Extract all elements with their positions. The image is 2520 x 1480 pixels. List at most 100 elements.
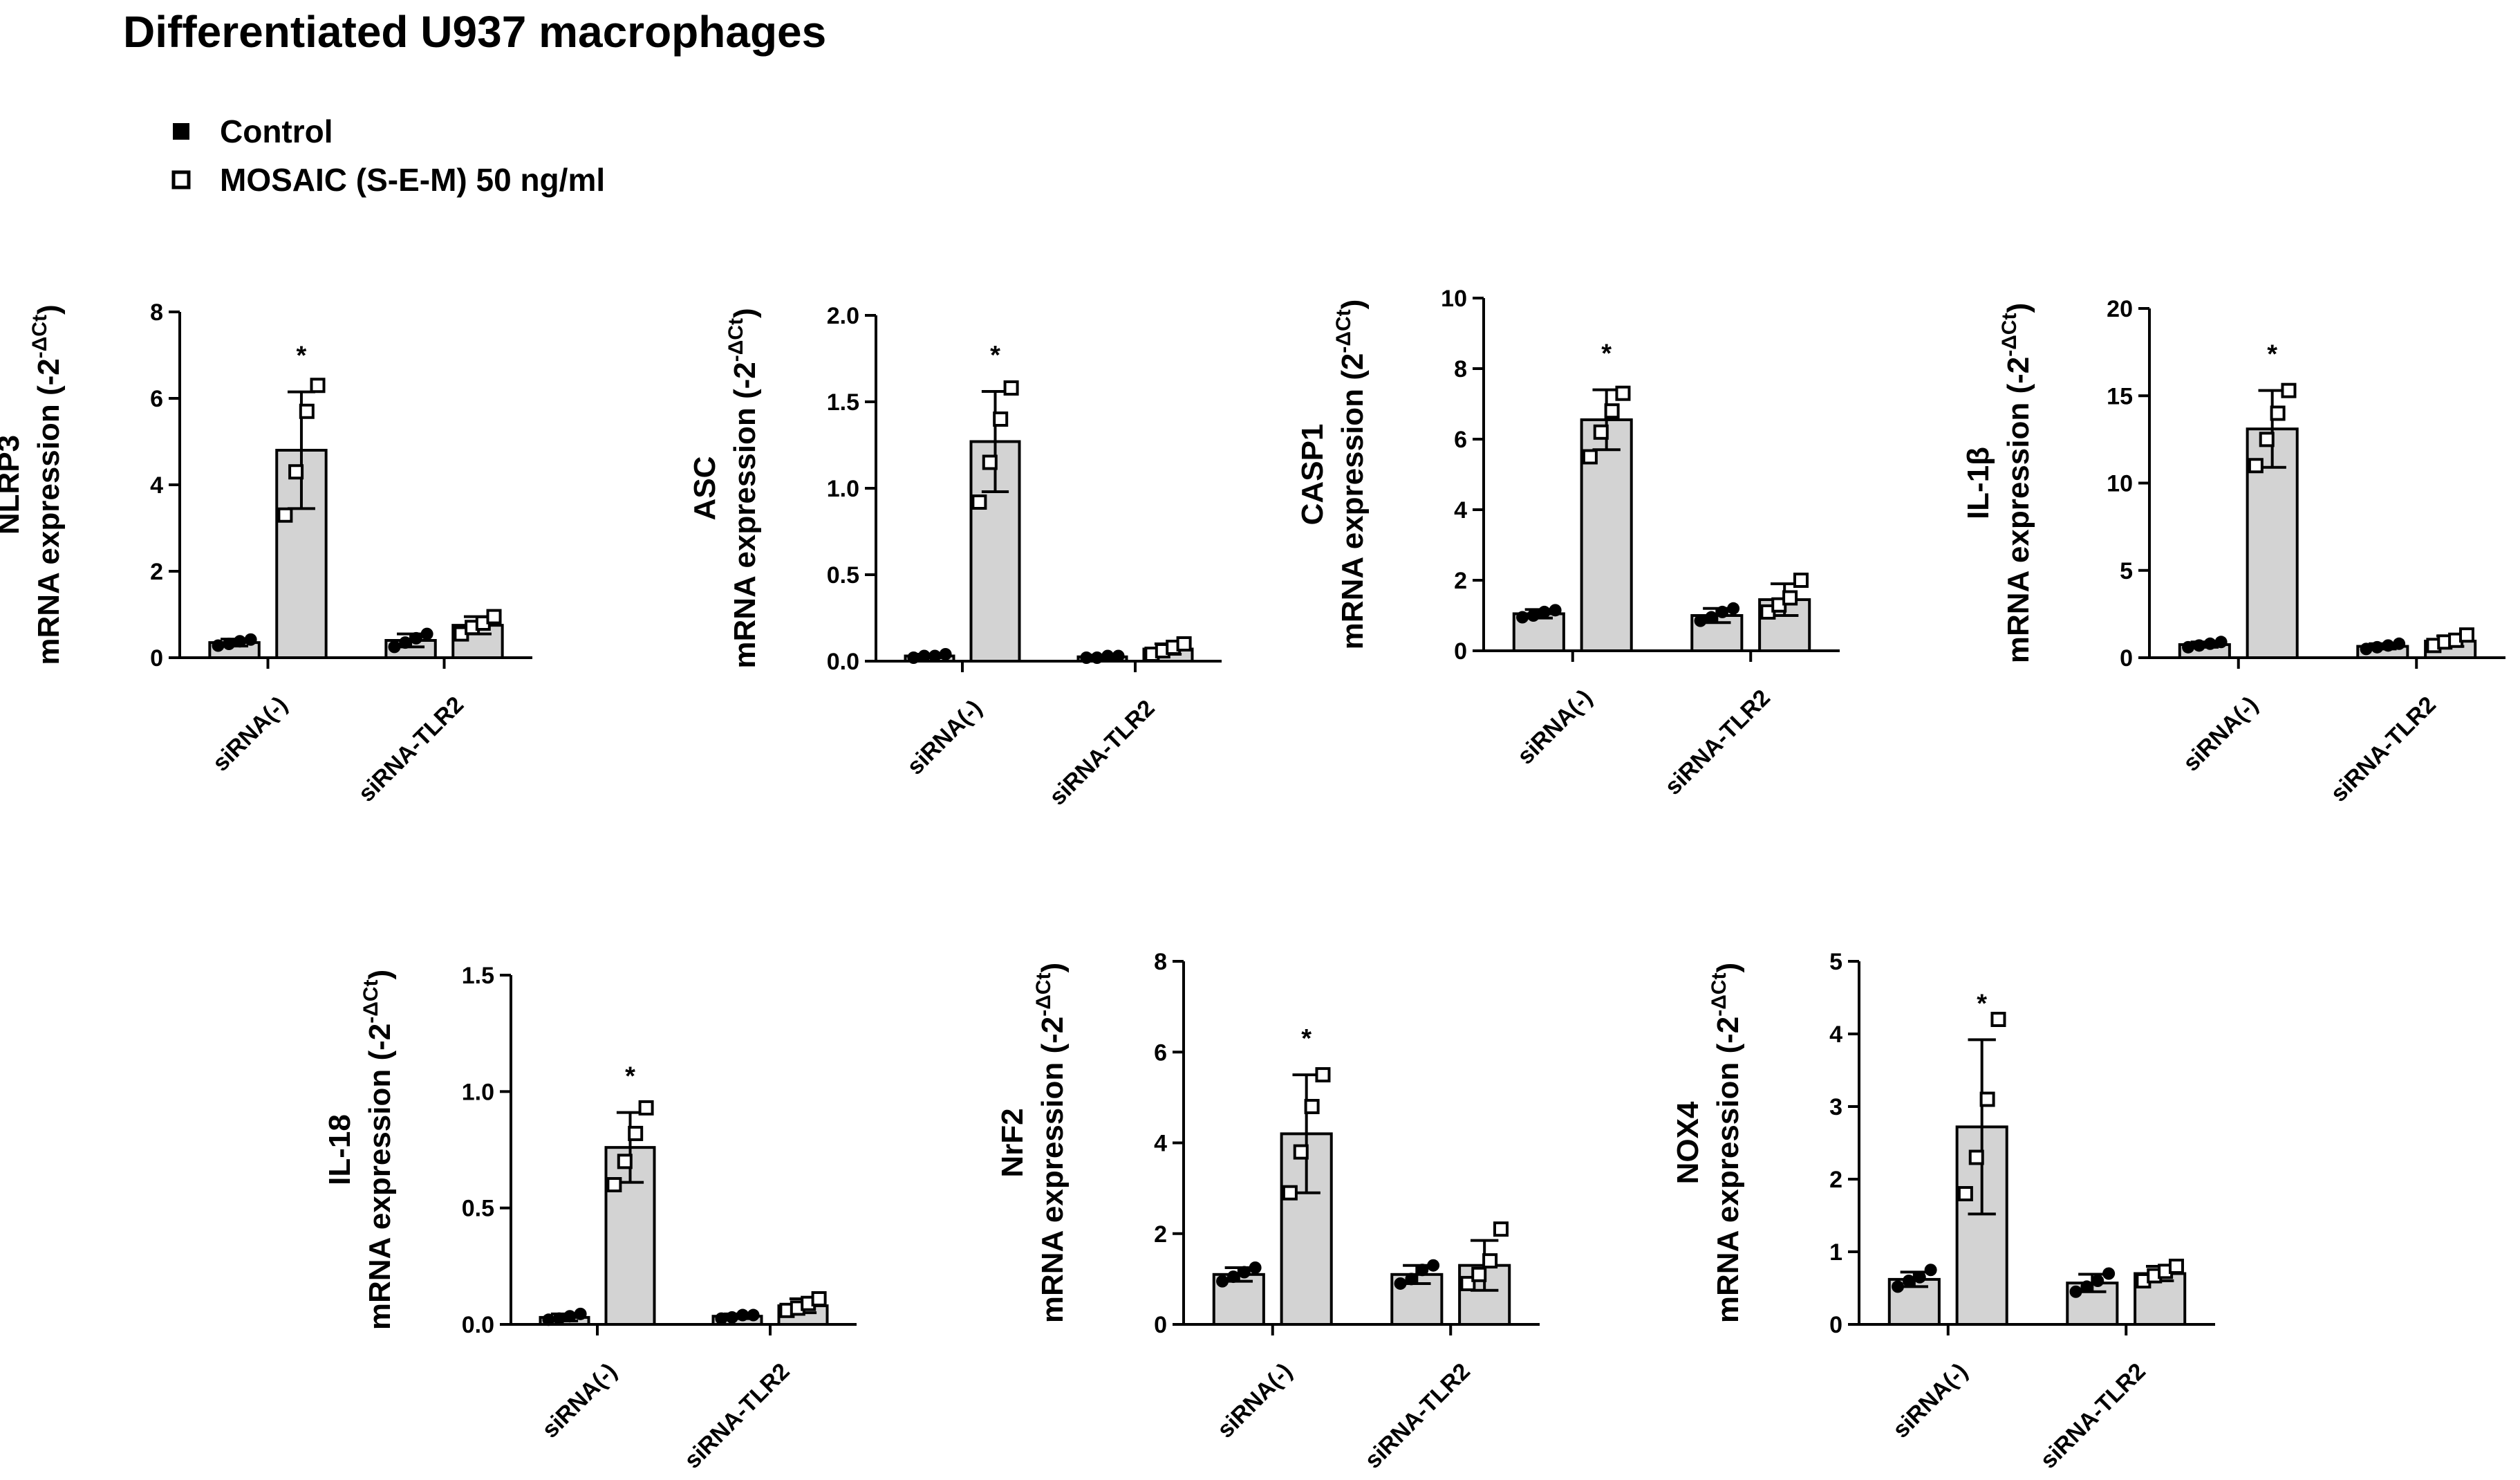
data-point-control	[212, 639, 225, 652]
y-tick-label: 5	[1829, 949, 1842, 975]
data-point-mosaic	[638, 1100, 654, 1116]
data-point-control	[1705, 611, 1718, 624]
data-point-control	[233, 635, 246, 648]
chart-panel-nrf2: 0 2 4 6 8 NrF2 mRNA expression (-2-ΔCt) siRNA(-…	[996, 949, 1540, 1474]
data-point-mosaic	[1793, 573, 1809, 588]
y-tick-label: 1.5	[827, 389, 859, 416]
data-point-control	[917, 649, 931, 663]
data-point-control	[1405, 1273, 1418, 1286]
data-point-control	[747, 1308, 760, 1322]
x-tick-label: siRNA-TLR2	[680, 1358, 795, 1474]
data-point-control	[907, 651, 920, 664]
significance-marker: *	[1977, 989, 1987, 1018]
legend: Control MOSAIC (S-E-M) 50 ng/ml	[171, 113, 605, 198]
data-point-mosaic	[299, 403, 315, 419]
data-point-control	[1549, 604, 1562, 617]
data-point-control	[420, 627, 433, 640]
x-tick-label: siRNA-TLR2	[1360, 1358, 1475, 1474]
data-point-mosaic	[1293, 1144, 1309, 1160]
data-point-control	[1101, 649, 1114, 663]
data-point-control	[1216, 1275, 1229, 1288]
y-axis-gene-label: CASP1	[1296, 424, 1329, 526]
data-point-mosaic	[606, 1177, 622, 1192]
data-point-mosaic	[1282, 1185, 1298, 1201]
legend-marker-mosaic	[171, 170, 191, 189]
y-axis-label: mRNA expression (-2-ΔCt)	[1708, 963, 1745, 1323]
data-point-control	[2069, 1285, 2082, 1298]
x-tick-label: siRNA(-)	[207, 692, 292, 777]
data-point-mosaic	[1482, 1253, 1498, 1269]
y-tick-label: 0	[1454, 638, 1467, 665]
legend-label-control: Control	[220, 113, 333, 149]
data-point-control	[399, 636, 412, 649]
data-point-mosaic	[1979, 1091, 1995, 1107]
data-point-mosaic	[971, 494, 987, 510]
data-point-control	[1416, 1264, 1429, 1277]
data-point-control	[223, 638, 236, 650]
data-point-control	[2203, 637, 2216, 650]
y-tick-label: 10	[2107, 471, 2133, 497]
y-tick-label: 0	[1829, 1312, 1842, 1338]
legend-marker-control	[173, 123, 189, 140]
x-tick-label: siRNA-TLR2	[353, 692, 469, 807]
x-tick-label: siRNA(-)	[1512, 685, 1597, 770]
data-point-control	[1538, 605, 1551, 618]
x-tick-label: siRNA(-)	[537, 1358, 622, 1443]
y-tick-label: 15	[2107, 383, 2133, 409]
data-point-control	[1716, 605, 1729, 618]
data-point-control	[1394, 1277, 1407, 1290]
data-point-mosaic	[2259, 432, 2275, 447]
data-point-control	[388, 640, 401, 654]
significance-marker: *	[990, 341, 1000, 370]
y-tick-label: 0.0	[462, 1312, 494, 1338]
data-point-mosaic	[1176, 636, 1192, 651]
y-tick-label: 2	[150, 559, 163, 585]
data-point-control	[244, 633, 257, 646]
data-point-control	[1090, 651, 1103, 664]
data-point-control	[725, 1311, 738, 1324]
y-tick-label: 8	[150, 299, 163, 326]
chart-panel-il-18: 0.0 0.5 1.0 1.5 IL-18 mRNA expression (-2-ΔCt…	[323, 963, 857, 1474]
significance-marker: *	[625, 1062, 635, 1091]
y-axis-label: mRNA expression (-2-ΔCt)	[1998, 303, 2035, 663]
data-point-control	[563, 1310, 577, 1323]
data-point-control	[1527, 609, 1540, 622]
data-point-mosaic	[2248, 458, 2264, 474]
data-point-mosaic	[811, 1291, 827, 1306]
data-point-mosaic	[2281, 382, 2297, 398]
x-tick-label: siRNA(-)	[2178, 692, 2263, 777]
significance-marker: *	[2267, 340, 2277, 369]
data-point-mosaic	[288, 464, 304, 480]
y-axis-gene-label: IL-18	[323, 1114, 357, 1185]
y-axis-label: mRNA expression (-2-ΔCt)	[360, 970, 397, 1330]
y-tick-label: 4	[1154, 1131, 1167, 1157]
data-point-control	[1080, 651, 1093, 664]
data-point-control	[2091, 1275, 2104, 1287]
y-tick-label: 1	[1829, 1239, 1842, 1266]
data-point-mosaic	[1968, 1149, 1984, 1165]
data-point-control	[939, 648, 952, 660]
chart-panel-nox4: 0 1 2 3 4 5 NOX4 mRNA expression (-2-ΔCt) siRNA(…	[1671, 949, 2215, 1474]
x-tick-label: siRNA(-)	[902, 695, 987, 780]
data-point-control	[2102, 1267, 2116, 1280]
y-axis-gene-label: NrF2	[996, 1108, 1029, 1177]
y-axis-label: mRNA expression (-2-ΔCt)	[725, 308, 762, 668]
data-point-control	[542, 1313, 555, 1326]
data-point-mosaic	[1782, 590, 1798, 606]
data-point-mosaic	[628, 1125, 644, 1141]
y-tick-label: 4	[150, 472, 163, 499]
x-tick-label: siRNA-TLR2	[1660, 685, 1775, 800]
y-tick-label: 4	[1829, 1021, 1842, 1048]
data-point-mosaic	[982, 454, 998, 470]
data-point-control	[1238, 1266, 1251, 1279]
y-tick-label: 6	[1454, 427, 1467, 453]
figure-title: Differentiated U937 macrophages	[123, 7, 826, 57]
bar-mosaic	[275, 449, 328, 659]
data-point-control	[736, 1308, 749, 1322]
data-point-control	[1892, 1280, 1905, 1293]
y-tick-label: 0.0	[827, 649, 859, 675]
data-point-control	[1913, 1270, 1926, 1284]
data-point-control	[2360, 642, 2373, 656]
